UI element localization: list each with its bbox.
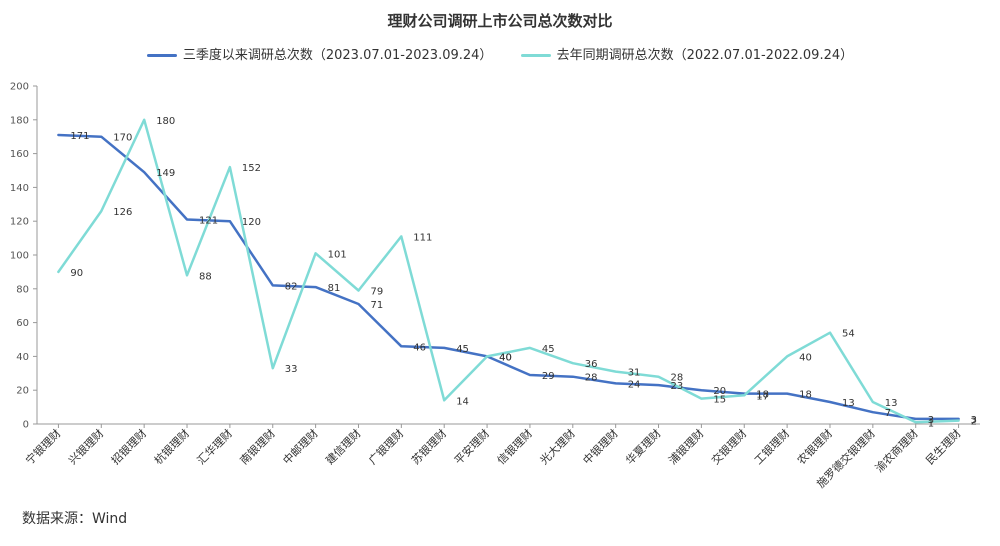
x-tick-label: 交银理财 <box>708 426 749 467</box>
x-tick-label: 广银理财 <box>365 426 406 467</box>
data-label-current: 3 <box>971 415 977 426</box>
data-label-current: 28 <box>585 373 598 384</box>
data-label-previous: 180 <box>156 116 175 127</box>
data-label-current: 45 <box>456 344 469 355</box>
x-tick-label: 宁银理财 <box>23 426 64 467</box>
x-tick-label: 南银理财 <box>237 426 278 467</box>
x-tick-label: 华夏理财 <box>623 426 664 467</box>
x-tick-label: 工银理财 <box>751 426 792 467</box>
legend-item-previous[interactable]: 去年同期调研总次数（2022.07.01-2022.09.24） <box>520 44 854 63</box>
data-label-previous: 88 <box>199 271 212 282</box>
data-label-previous: 90 <box>70 268 83 279</box>
x-tick-label: 兴银理财 <box>65 426 106 467</box>
chart-title: 理财公司调研上市公司总次数对比 <box>387 12 613 30</box>
data-label-previous: 15 <box>713 395 726 406</box>
x-tick-label: 建信理财 <box>323 426 364 467</box>
data-label-previous: 101 <box>328 249 347 260</box>
data-label-current: 13 <box>842 398 855 409</box>
x-tick-label: 浦银理财 <box>665 426 706 467</box>
y-axis: 0 20 40 60 80 100 120 140 160 180 200 <box>10 82 38 431</box>
data-label-previous: 31 <box>628 368 641 379</box>
x-tick-label: 招银理财 <box>108 426 149 467</box>
data-label-previous: 79 <box>371 287 384 298</box>
data-label-previous: 54 <box>842 329 855 340</box>
x-tick-label: 中银理财 <box>580 426 621 467</box>
data-label-current: 81 <box>328 283 341 294</box>
y-tick-label: 160 <box>10 149 29 160</box>
data-label-current: 20 <box>713 386 726 397</box>
data-label-previous: 36 <box>585 359 598 370</box>
y-tick-label: 120 <box>10 217 29 228</box>
y-tick-label: 100 <box>10 251 29 262</box>
data-label-previous: 126 <box>113 207 132 218</box>
data-label-previous: 14 <box>456 396 469 407</box>
x-tick-label: 信银理财 <box>494 426 535 467</box>
data-label-current: 40 <box>499 352 512 363</box>
data-label-current: 3 <box>928 415 934 426</box>
series-line-current <box>57 133 960 421</box>
data-label-current: 171 <box>70 131 89 142</box>
legend-swatch-current <box>146 54 177 57</box>
y-tick-label: 20 <box>16 386 29 397</box>
data-label-previous: 45 <box>542 344 555 355</box>
data-label-current: 24 <box>628 379 641 390</box>
data-label-current: 23 <box>671 381 684 392</box>
data-label-current: 18 <box>756 390 769 401</box>
data-label-previous: 17 <box>756 391 769 402</box>
source-note: 数据来源：Wind <box>22 511 128 527</box>
data-label-previous: 28 <box>671 373 684 384</box>
data-label-current: 46 <box>413 342 426 353</box>
data-label-previous: 40 <box>799 352 812 363</box>
data-label-previous: 152 <box>242 163 261 174</box>
data-label-current: 7 <box>885 408 891 419</box>
x-tick-label: 苏银理财 <box>408 426 449 467</box>
y-tick-label: 140 <box>10 183 29 194</box>
series-line-previous <box>57 118 960 424</box>
y-tick-label: 200 <box>10 82 29 93</box>
data-label-current: 82 <box>285 281 298 292</box>
series-layer <box>57 118 960 424</box>
x-tick-label: 平安理财 <box>451 426 492 467</box>
y-tick-label: 180 <box>10 115 29 126</box>
data-label-previous: 13 <box>885 398 898 409</box>
x-tick-label: 民生理财 <box>923 426 964 467</box>
data-label-previous: 40 <box>499 352 512 363</box>
x-tick-label: 农银理财 <box>794 426 835 467</box>
legend-item-current[interactable]: 三季度以来调研总次数（2023.07.01-2023.09.24） <box>146 44 493 63</box>
y-tick-label: 60 <box>16 318 29 329</box>
data-label-previous: 33 <box>285 364 298 375</box>
data-label-current: 120 <box>242 217 261 228</box>
data-label-current: 170 <box>113 133 132 144</box>
data-label-current: 71 <box>371 300 384 311</box>
x-tick-label: 光大理财 <box>537 426 578 467</box>
x-tick-label: 杭银理财 <box>151 426 192 467</box>
data-label-previous: 111 <box>413 232 432 243</box>
data-label-current: 18 <box>799 390 812 401</box>
data-label-current: 29 <box>542 371 555 382</box>
x-tick-label: 汇华理财 <box>194 426 235 467</box>
y-tick-label: 0 <box>23 420 29 431</box>
y-tick-label: 40 <box>16 352 29 363</box>
data-label-current: 121 <box>199 216 218 227</box>
y-tick-label: 80 <box>16 284 29 295</box>
x-axis: 宁银理财 兴银理财 招银理财 杭银理财 汇华理财 南银理财 中邮理财 建信理财 广银理财 苏银理财… <box>23 423 980 491</box>
x-tick-label: 渝农商理财 <box>872 426 921 475</box>
legend-label-previous: 去年同期调研总次数（2022.07.01-2022.09.24） <box>556 48 854 63</box>
data-label-previous: 2 <box>971 417 977 428</box>
data-label-previous: 1 <box>928 418 934 429</box>
legend-swatch-previous <box>520 54 551 57</box>
x-tick-label: 中邮理财 <box>280 426 321 467</box>
data-label-current: 149 <box>156 168 175 179</box>
legend: 三季度以来调研总次数（2023.07.01-2023.09.24） 去年同期调研… <box>0 44 1000 63</box>
legend-label-current: 三季度以来调研总次数（2023.07.01-2023.09.24） <box>182 48 493 63</box>
